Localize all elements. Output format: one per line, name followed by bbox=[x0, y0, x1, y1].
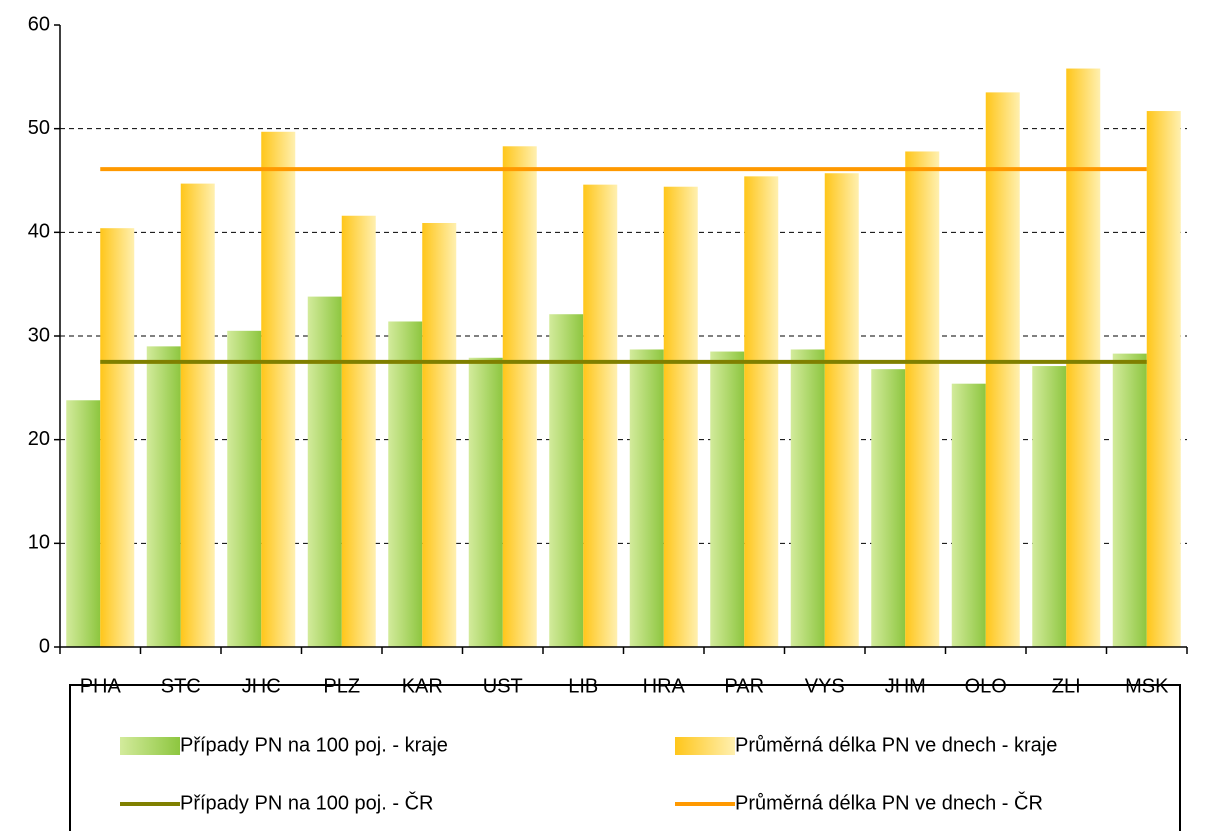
y-tick-label: 60 bbox=[28, 13, 50, 35]
x-tick-label: LIB bbox=[568, 675, 598, 697]
bar bbox=[744, 176, 779, 647]
y-tick-label: 30 bbox=[28, 324, 50, 346]
y-tick-label: 40 bbox=[28, 221, 50, 243]
legend-label: Průměrná délka PN ve dnech - ČR bbox=[735, 791, 1043, 814]
x-tick-label: JHM bbox=[885, 675, 926, 697]
bar bbox=[1112, 353, 1147, 647]
x-tick-label: JHC bbox=[242, 675, 281, 697]
bar bbox=[905, 151, 940, 647]
bar bbox=[985, 92, 1020, 648]
legend-label: Případy PN na 100 poj. - kraje bbox=[180, 734, 448, 756]
bar bbox=[468, 357, 503, 647]
y-tick-label: 0 bbox=[39, 635, 50, 657]
y-tick-label: 20 bbox=[28, 428, 50, 450]
bar bbox=[790, 349, 825, 647]
x-tick-label: PAR bbox=[724, 675, 764, 697]
x-tick-label: VYS bbox=[805, 675, 845, 697]
bar bbox=[180, 183, 215, 648]
bar bbox=[341, 215, 376, 647]
bar bbox=[1066, 68, 1101, 648]
bar bbox=[100, 228, 135, 648]
bar bbox=[1146, 111, 1181, 647]
bar bbox=[66, 400, 101, 647]
bar bbox=[871, 369, 906, 647]
x-tick-label: KAR bbox=[402, 675, 443, 697]
bar bbox=[227, 330, 262, 647]
bar bbox=[307, 296, 342, 647]
bar bbox=[663, 186, 698, 647]
legend-label: Případy PN na 100 poj. - ČR bbox=[180, 791, 433, 814]
bar bbox=[422, 223, 457, 647]
bar bbox=[824, 173, 859, 647]
x-tick-label: OLO bbox=[965, 675, 1007, 697]
x-tick-label: UST bbox=[483, 675, 523, 697]
legend-swatch bbox=[120, 737, 180, 755]
legend-box bbox=[69, 684, 1181, 831]
bar bbox=[502, 146, 537, 648]
x-tick-label: ZLI bbox=[1052, 675, 1081, 697]
x-tick-label: PLZ bbox=[323, 675, 360, 697]
x-tick-label: STC bbox=[161, 675, 201, 697]
bar bbox=[710, 351, 745, 647]
x-tick-label: PHA bbox=[80, 675, 122, 697]
bar bbox=[629, 349, 664, 647]
bar bbox=[146, 346, 181, 647]
x-tick-label: MSK bbox=[1125, 675, 1169, 697]
bar bbox=[583, 184, 618, 647]
bar bbox=[951, 383, 986, 647]
legend-label: Průměrná délka PN ve dnech - kraje bbox=[735, 734, 1057, 756]
bar bbox=[1032, 366, 1067, 647]
legend-swatch bbox=[675, 737, 735, 755]
y-tick-label: 10 bbox=[28, 532, 50, 554]
bar bbox=[549, 314, 584, 647]
x-tick-label: HRA bbox=[643, 675, 686, 697]
bar bbox=[388, 321, 423, 647]
bar bbox=[261, 131, 296, 647]
y-tick-label: 50 bbox=[28, 117, 50, 139]
